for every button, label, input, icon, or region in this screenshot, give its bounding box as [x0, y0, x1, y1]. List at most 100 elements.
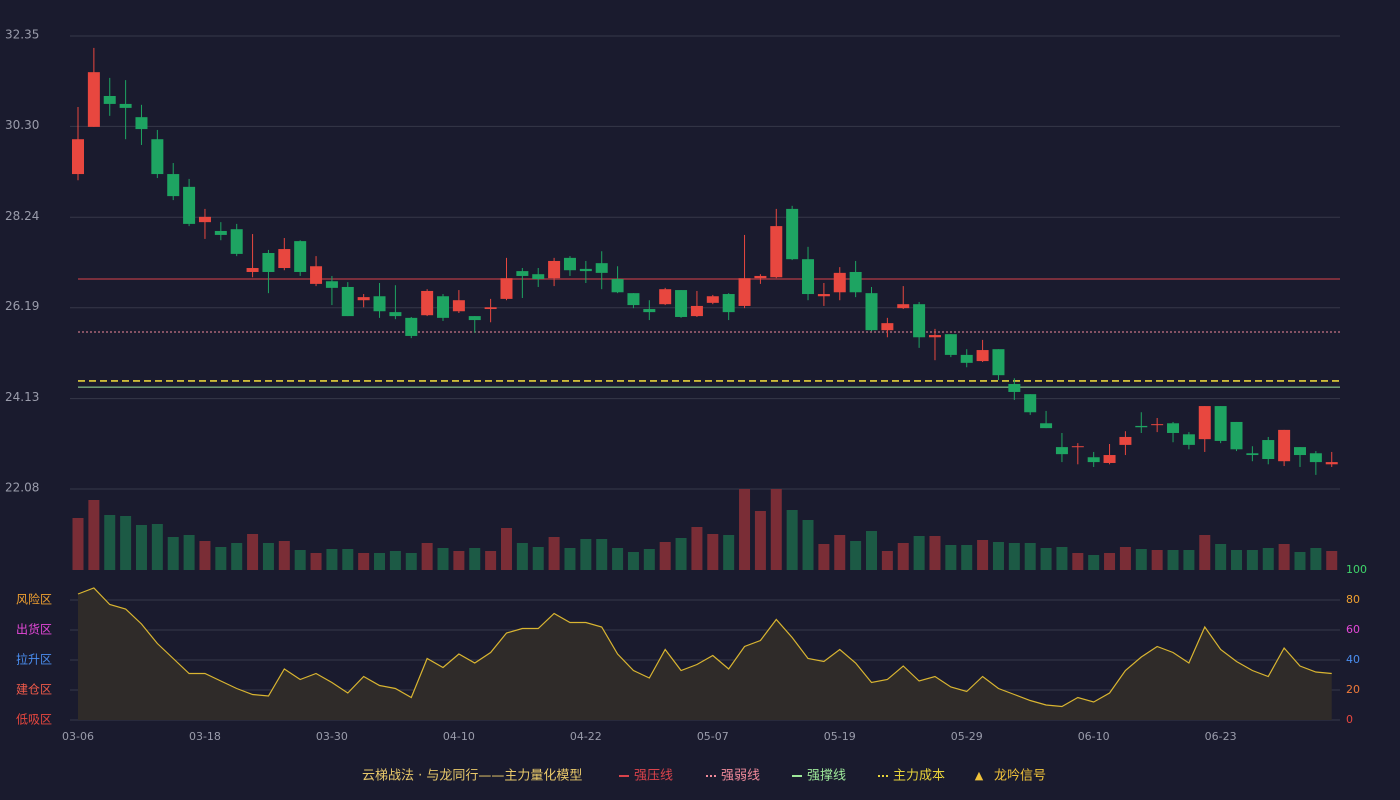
volume-bar	[929, 536, 941, 570]
volume-bar	[1024, 543, 1036, 570]
y-tick-label: 30.30	[5, 118, 39, 132]
osc-tick-label: 40	[1346, 653, 1360, 666]
candle-body	[1151, 424, 1164, 426]
candle-body	[627, 293, 640, 306]
volume-bar	[1056, 547, 1068, 570]
volume-bar	[247, 534, 259, 570]
volume-bar	[612, 548, 624, 570]
volume-bar	[1231, 550, 1243, 570]
volume-bar	[485, 551, 497, 570]
zone-label: 低吸区	[16, 713, 52, 727]
volume-bar	[389, 551, 401, 570]
candle-body	[611, 279, 624, 293]
candle-body	[452, 300, 465, 312]
candle-body	[151, 139, 164, 175]
candle-body	[897, 304, 910, 309]
candle-body	[548, 260, 561, 279]
candle-body	[865, 293, 878, 331]
volume-bar	[294, 550, 306, 570]
volume-bar	[691, 527, 703, 570]
candle-body	[437, 296, 450, 318]
candle-body	[928, 335, 941, 338]
zone-label: 出货区	[16, 622, 52, 637]
candle-body	[405, 317, 418, 336]
volume-bar	[564, 548, 576, 570]
legend-title: 云梯战法 · 与龙同行——主力量化模型	[362, 769, 582, 784]
candle-body	[532, 274, 545, 280]
candle-body	[1198, 406, 1211, 440]
candle-body	[563, 257, 576, 271]
volume-bar	[850, 541, 862, 570]
candle-body	[310, 266, 323, 284]
candle-body	[786, 208, 799, 260]
x-tick-label: 05-29	[951, 730, 983, 743]
osc-tick-label: 80	[1346, 593, 1360, 606]
y-tick-label: 28.24	[5, 209, 39, 223]
volume-bar	[1135, 549, 1147, 570]
candle-body	[167, 174, 180, 197]
osc-tick-label: 60	[1346, 623, 1360, 636]
candle-body	[1278, 429, 1291, 462]
zone-label: 风险区	[16, 592, 52, 607]
volume-bar	[961, 545, 973, 570]
volume-bar	[1199, 535, 1211, 570]
x-tick-label: 04-10	[443, 730, 475, 743]
volume-bar	[659, 542, 671, 570]
volume-bar	[151, 524, 163, 570]
volume-bar	[1310, 548, 1322, 570]
candle-body	[659, 289, 672, 305]
candle-body	[738, 278, 751, 306]
candle-body	[817, 294, 830, 297]
candle-body	[325, 281, 338, 288]
volume-bar	[977, 540, 989, 570]
volume-bar	[866, 531, 877, 570]
volume-bar	[88, 500, 100, 570]
x-tick-label: 03-18	[189, 730, 221, 743]
candle-body	[643, 309, 656, 313]
volume-bar	[437, 548, 449, 570]
volume-bar	[881, 551, 893, 570]
volume-bar	[945, 545, 957, 570]
volume-bar	[532, 547, 544, 570]
candle-body	[357, 297, 370, 301]
candle-body	[1246, 453, 1259, 456]
y-tick-label: 32.35	[5, 28, 39, 42]
volume-bar	[1326, 551, 1338, 570]
candle-body	[516, 271, 529, 276]
volume-bar	[739, 489, 751, 570]
candle-body	[373, 296, 386, 312]
volume-bar	[580, 539, 592, 570]
candle-body	[833, 272, 846, 293]
volume-bar	[500, 528, 512, 570]
volume-bar	[405, 553, 417, 570]
candle-body	[1071, 446, 1084, 448]
candle-body	[262, 253, 275, 272]
volume-bar	[72, 518, 84, 570]
volume-bar	[643, 549, 655, 570]
volume-bar	[1167, 550, 1179, 570]
osc-line	[77, 587, 1332, 708]
volume-bar	[1215, 544, 1227, 570]
candle-body	[1167, 423, 1180, 433]
volume-bar	[421, 543, 433, 570]
zone-label: 拉升区	[16, 652, 52, 667]
volume-bar	[1183, 550, 1195, 570]
candle-body	[1087, 457, 1100, 463]
candle-body	[1230, 421, 1243, 450]
candle-body	[214, 230, 227, 235]
volume-bar	[802, 520, 814, 570]
candle-body	[960, 354, 973, 363]
volume-bar	[516, 543, 528, 570]
y-tick-label: 26.19	[5, 299, 39, 313]
candle-body	[119, 103, 132, 108]
volume-bar	[1294, 552, 1306, 570]
volume-bar	[453, 551, 465, 570]
candle-body	[278, 249, 291, 269]
volume-bar	[104, 515, 116, 570]
legend-label: 强压线	[634, 769, 673, 784]
candle-body	[1262, 440, 1275, 460]
volume-bar	[231, 543, 243, 570]
candle-body	[484, 307, 497, 310]
